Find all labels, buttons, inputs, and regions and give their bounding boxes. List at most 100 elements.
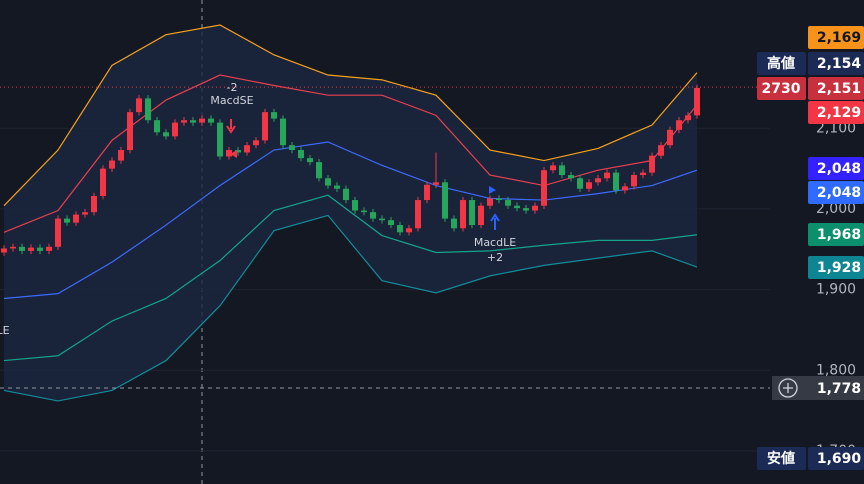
candle-body (28, 247, 34, 251)
candle-body (487, 198, 493, 206)
candle-body (631, 175, 637, 187)
price-tag-label: 2,048 (817, 185, 861, 201)
candle-body (136, 98, 142, 113)
candle-body (280, 118, 286, 146)
sell-arrow (226, 119, 236, 134)
price-tag (808, 52, 864, 75)
candle-body (253, 140, 259, 146)
candle-body (469, 200, 475, 226)
candle-body (541, 170, 547, 206)
candle-body (109, 160, 115, 169)
band-line (3, 194, 698, 362)
price-tag-label: 2,151 (817, 81, 861, 97)
price-tag (808, 101, 864, 124)
candle-body (172, 122, 178, 137)
price-tag-name (757, 77, 806, 100)
annotation: LE (0, 324, 10, 337)
candle-body (352, 200, 358, 211)
candle-body (226, 150, 232, 157)
price-tag-name-label: 高値 (767, 55, 795, 72)
candle-body (676, 120, 682, 130)
candle-body (235, 150, 241, 153)
candle-body (658, 145, 664, 156)
crosshair-add-plus (783, 383, 793, 394)
candle-body (514, 205, 520, 209)
crosshair-add (778, 378, 798, 398)
candle-body (523, 208, 529, 211)
candle-body (649, 155, 655, 173)
price-tag-label: 2,129 (817, 105, 861, 121)
candle-body (424, 184, 430, 201)
candle-body (307, 158, 313, 163)
candle-body (388, 220, 394, 226)
annotation: MacdSE (210, 94, 253, 107)
candle-body (415, 200, 421, 229)
candle-body (271, 112, 277, 119)
candle-body (181, 120, 187, 123)
annotation: +2 (487, 251, 503, 264)
price-tag-name-label: 2730 (762, 81, 801, 97)
annotation: -2 (227, 81, 238, 94)
candle-body (640, 172, 646, 176)
candle-body (190, 120, 196, 123)
candle-body (586, 182, 592, 189)
price-tag-label: 2,154 (817, 56, 862, 72)
candle-body (343, 188, 349, 201)
y-tick-label: 2,100 (816, 120, 856, 136)
candle-body (46, 246, 52, 251)
candle-body (406, 228, 412, 233)
candle-body (577, 178, 583, 189)
price-tag-label: 2,048 (817, 161, 861, 177)
candle-body (370, 212, 376, 219)
price-tag-label: 1,690 (817, 451, 862, 467)
price-tag-label: 1,928 (817, 260, 861, 276)
candle-body (451, 218, 457, 229)
candle-body (433, 182, 439, 185)
candle-body (550, 165, 556, 171)
candle-body (532, 205, 538, 211)
candle-body (127, 112, 133, 151)
candle-body (217, 122, 223, 157)
buy-arrow (490, 213, 500, 230)
sell-flag (230, 150, 237, 158)
annotation: MacdLE (474, 236, 516, 249)
candle-body (298, 150, 304, 159)
candle-body (82, 212, 88, 215)
candle-body (91, 196, 97, 213)
candle-body (73, 214, 79, 223)
candle-body (613, 172, 619, 191)
price-tag-label: 2,169 (817, 30, 861, 46)
candle-body (460, 200, 466, 229)
candle-body (208, 118, 214, 123)
candle-body (478, 205, 484, 226)
candle-body (505, 200, 511, 206)
y-tick-label: 1,900 (816, 282, 856, 298)
buy-flag (489, 186, 496, 194)
candle-body (19, 246, 25, 251)
candle-body (397, 225, 403, 233)
price-tag-name (757, 447, 806, 470)
price-tag-name-label: 安値 (767, 450, 795, 467)
candle-body (379, 218, 385, 221)
candle-body (334, 185, 340, 189)
candle-body (685, 115, 691, 121)
candle-body (145, 98, 151, 121)
candle-body (118, 150, 124, 161)
candle-body (694, 87, 700, 116)
crosshair-label: 1,778 (817, 381, 861, 397)
candle-body (442, 182, 448, 219)
candle-body (1, 248, 7, 253)
price-tag (808, 26, 864, 49)
candle-body (55, 218, 61, 247)
candle-body (568, 175, 574, 179)
candle-body (325, 178, 331, 186)
band-line (3, 141, 698, 300)
band-fill (4, 25, 697, 401)
candle-body (100, 168, 106, 197)
price-tag (808, 157, 864, 180)
candle-body (289, 145, 295, 151)
candle-body (154, 120, 160, 133)
candle-body (496, 198, 502, 201)
